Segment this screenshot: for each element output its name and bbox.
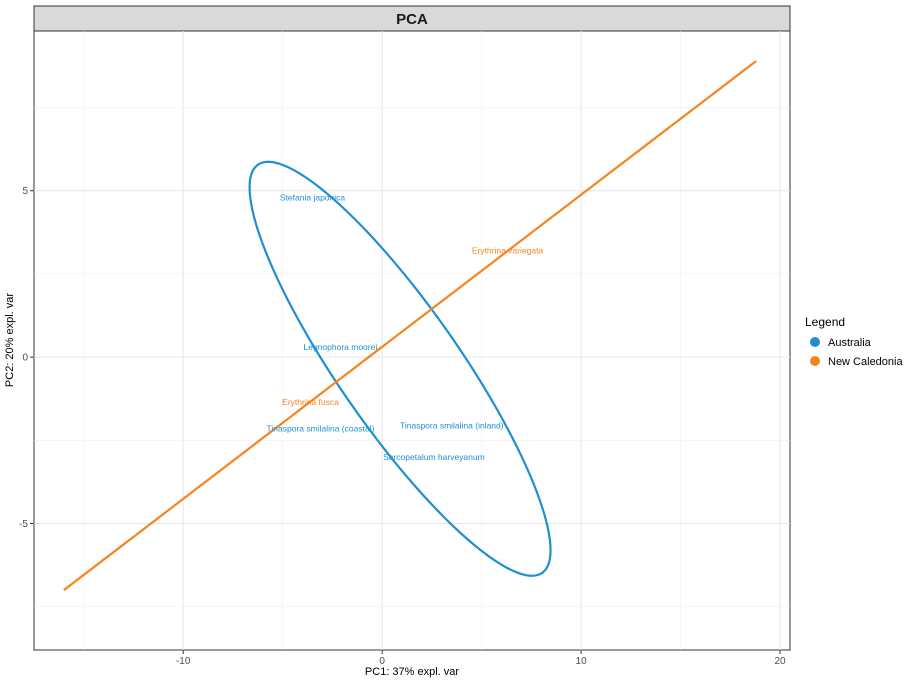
y-tick-label: 0 (22, 353, 28, 364)
legend-key-australia (810, 337, 820, 347)
x-tick-label: 20 (774, 656, 786, 667)
point-label: Tinaspora smilalina (coastal) (267, 424, 375, 434)
point-label: Stefania japonica (280, 192, 345, 202)
legend-label-australia: Australia (828, 337, 872, 349)
x-axis-title: PC1: 37% expl. var (365, 666, 459, 678)
series-ellipse-australia (248, 160, 552, 577)
y-tick-label: -5 (19, 519, 28, 530)
legend-title: Legend (805, 315, 845, 329)
point-label: Sarcopetalum harveyanum (383, 452, 485, 462)
y-tick-label: 5 (22, 186, 28, 197)
series-line-new-caledonia (63, 60, 757, 591)
chart-title: PCA (396, 11, 428, 28)
legend-key-new-caledonia (810, 356, 820, 366)
title-strip (33, 5, 791, 32)
point-label: Tinaspora smilalina (inland) (400, 420, 504, 430)
legend-label-new-caledonia: New Caledonia (828, 356, 903, 368)
legend: Legend Australia New Caledonia (805, 315, 903, 368)
y-axis-title: PC2: 20% expl. var (4, 293, 16, 387)
point-labels: Stefania japonica Erythrina variegata Legn… (267, 192, 544, 462)
x-tick-label: 10 (576, 656, 588, 667)
x-tick-label: 0 (379, 656, 385, 667)
grid-lines (34, 31, 790, 650)
point-label: Erythrina variegata (472, 246, 544, 256)
data-layer (63, 60, 757, 591)
point-label: Erythrina fusca (282, 397, 339, 407)
point-label: Legnophora moorei (304, 342, 378, 352)
x-tick-label: -10 (176, 656, 191, 667)
axes: -10 0 10 20 -5 0 5 (19, 186, 786, 667)
plot-panel (33, 30, 791, 651)
